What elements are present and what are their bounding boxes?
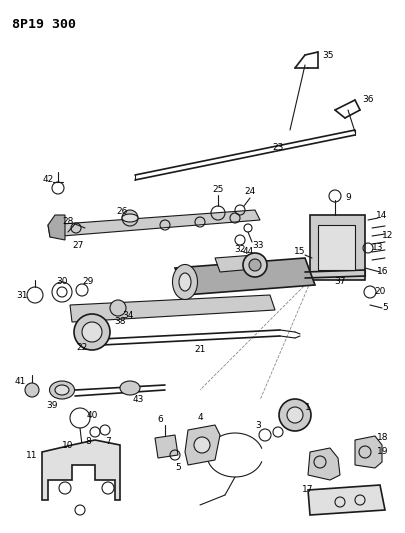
Polygon shape <box>42 440 120 500</box>
Text: 1: 1 <box>305 403 311 413</box>
Text: 37: 37 <box>334 278 346 287</box>
Ellipse shape <box>49 381 75 399</box>
Text: 23: 23 <box>272 143 284 152</box>
Text: 2: 2 <box>282 417 288 426</box>
Circle shape <box>243 253 267 277</box>
Polygon shape <box>215 255 265 272</box>
Text: 34: 34 <box>122 311 134 319</box>
Text: 17: 17 <box>302 486 314 495</box>
Polygon shape <box>48 210 260 237</box>
Text: 25: 25 <box>212 185 224 195</box>
Circle shape <box>82 322 102 342</box>
Text: 43: 43 <box>132 395 144 405</box>
Text: 4: 4 <box>197 414 203 423</box>
Ellipse shape <box>122 214 138 222</box>
Text: 24: 24 <box>244 188 256 197</box>
Polygon shape <box>308 485 385 515</box>
Ellipse shape <box>55 385 69 395</box>
Circle shape <box>194 437 210 453</box>
Text: 18: 18 <box>377 433 389 442</box>
Circle shape <box>74 314 110 350</box>
Text: 19: 19 <box>377 448 389 456</box>
Text: 39: 39 <box>46 400 58 409</box>
Circle shape <box>287 407 303 423</box>
Text: 8P19 300: 8P19 300 <box>12 18 76 31</box>
Text: 35: 35 <box>322 51 334 60</box>
Text: 38: 38 <box>114 318 126 327</box>
Polygon shape <box>318 225 355 270</box>
Text: 12: 12 <box>382 230 394 239</box>
Text: 31: 31 <box>16 290 28 300</box>
Text: 15: 15 <box>294 247 306 256</box>
Circle shape <box>249 259 261 271</box>
Text: 5: 5 <box>382 303 388 312</box>
Text: 16: 16 <box>377 268 389 277</box>
Polygon shape <box>310 215 365 280</box>
Circle shape <box>122 210 138 226</box>
Text: 21: 21 <box>194 345 206 354</box>
Ellipse shape <box>179 273 191 291</box>
Text: 32: 32 <box>234 246 246 254</box>
Polygon shape <box>175 258 315 295</box>
Text: 13: 13 <box>372 244 384 253</box>
Text: 28: 28 <box>62 217 74 227</box>
Ellipse shape <box>173 264 198 300</box>
Text: 20: 20 <box>374 287 386 296</box>
Text: 33: 33 <box>252 240 264 249</box>
Text: 6: 6 <box>157 416 163 424</box>
Polygon shape <box>48 215 65 240</box>
Text: 29: 29 <box>82 278 94 287</box>
Text: 11: 11 <box>26 450 38 459</box>
Ellipse shape <box>120 381 140 395</box>
Polygon shape <box>185 425 220 465</box>
Text: 22: 22 <box>77 343 87 352</box>
Text: 9: 9 <box>345 193 351 203</box>
Circle shape <box>279 399 311 431</box>
Text: 44: 44 <box>242 247 254 256</box>
Polygon shape <box>155 435 178 458</box>
Circle shape <box>110 300 126 316</box>
Text: 10: 10 <box>62 440 74 449</box>
Text: 5: 5 <box>175 464 181 472</box>
Text: 41: 41 <box>14 377 26 386</box>
Text: 36: 36 <box>362 95 374 104</box>
Text: 26: 26 <box>116 207 128 216</box>
Polygon shape <box>70 295 275 322</box>
Text: 27: 27 <box>72 240 84 249</box>
Text: 7: 7 <box>105 438 111 447</box>
Polygon shape <box>308 448 340 480</box>
Polygon shape <box>355 436 382 468</box>
Text: 3: 3 <box>255 421 261 430</box>
Text: 42: 42 <box>43 175 53 184</box>
Text: 8: 8 <box>85 438 91 447</box>
Text: 30: 30 <box>56 278 68 287</box>
Text: 14: 14 <box>376 211 388 220</box>
Circle shape <box>25 383 39 397</box>
Text: 40: 40 <box>86 410 98 419</box>
